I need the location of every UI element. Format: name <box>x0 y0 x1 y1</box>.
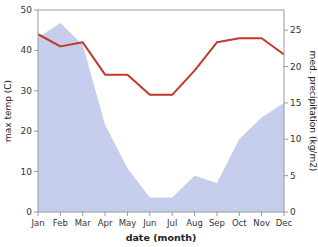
x-tick <box>127 212 128 216</box>
y2-tick <box>284 66 288 67</box>
y2-tick-label: 20 <box>290 62 302 72</box>
chart-container: 0 10 20 30 40 50 0 5 10 15 20 25 Jan Feb Mar Apr May Jun J… <box>0 0 318 247</box>
y2-tick <box>284 175 288 176</box>
y2-tick <box>284 212 288 213</box>
y-tick-label: 30 <box>21 86 33 96</box>
x-tick <box>82 212 83 216</box>
x-tick <box>194 212 195 216</box>
y-tick-label: 20 <box>21 126 33 136</box>
x-tick-label: Jul <box>166 218 177 228</box>
y-tick <box>34 50 38 51</box>
chart-svg: 0 10 20 30 40 50 0 5 10 15 20 25 Jan Feb Mar Apr May Jun J… <box>0 0 318 247</box>
x-tick <box>105 212 106 216</box>
x-tick-label: Jan <box>30 218 44 228</box>
x-tick-label: Nov <box>253 218 270 228</box>
x-tick-label: Mar <box>75 218 92 228</box>
y-axis-label: max temp (C) <box>3 80 13 142</box>
x-tick <box>261 212 262 216</box>
y-tick <box>34 131 38 132</box>
y-tick-label: 40 <box>21 45 33 55</box>
y-tick-label: 0 <box>26 207 32 217</box>
x-tick-label: Aug <box>186 218 203 228</box>
y-tick <box>34 10 38 11</box>
y-tick <box>34 212 38 213</box>
x-tick <box>149 212 150 216</box>
x-tick <box>216 212 217 216</box>
y2-axis-label: med. precipitation (kg/m2) <box>308 51 318 172</box>
x-tick-label: Feb <box>53 218 68 228</box>
x-axis-label: date (month) <box>126 232 197 243</box>
y-tick-label: 10 <box>21 167 33 177</box>
x-tick-label: Dec <box>276 218 293 228</box>
y2-tick <box>284 30 288 31</box>
x-tick-label: Jun <box>142 218 156 228</box>
x-tick-label: May <box>119 218 137 228</box>
plot-area <box>38 23 284 212</box>
y2-tick-label: 10 <box>290 134 302 144</box>
y-tick <box>34 171 38 172</box>
y2-tick-label: 15 <box>290 98 301 108</box>
y-tick-label: 50 <box>21 5 33 15</box>
x-tick-label: Apr <box>98 218 113 228</box>
x-tick <box>38 212 39 216</box>
y2-tick-label: 25 <box>290 25 301 35</box>
x-tick <box>60 212 61 216</box>
y2-tick-label: 5 <box>290 171 296 181</box>
y2-tick <box>284 102 288 103</box>
y2-tick <box>284 139 288 140</box>
x-tick-label: Sep <box>209 218 225 228</box>
x-tick-label: Oct <box>232 218 247 228</box>
temperature-line <box>38 34 284 95</box>
x-tick <box>239 212 240 216</box>
y-tick <box>34 90 38 91</box>
plot-frame <box>38 10 284 212</box>
y2-tick-label: 0 <box>290 207 296 217</box>
x-tick <box>172 212 173 216</box>
precipitation-area <box>38 23 284 212</box>
x-tick <box>284 212 285 216</box>
